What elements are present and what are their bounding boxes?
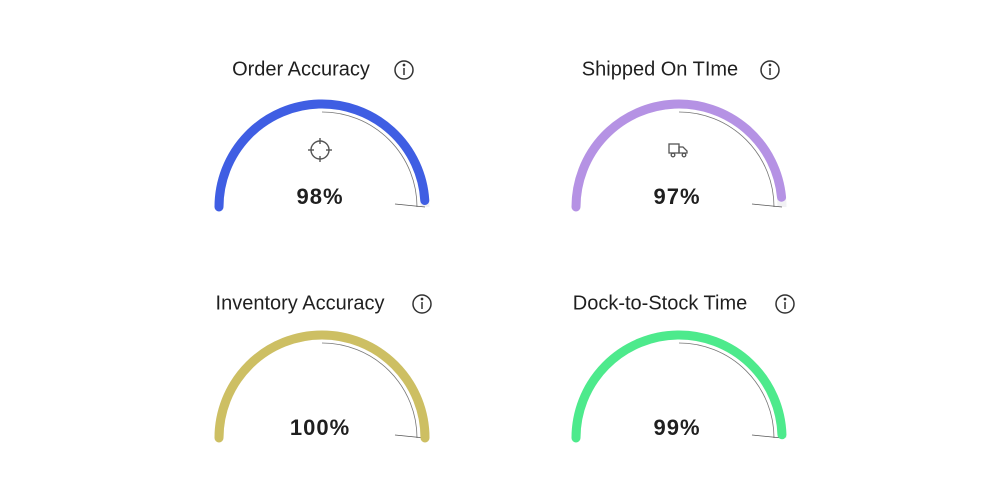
info-icon[interactable] (394, 60, 414, 80)
gauge-arc (571, 330, 787, 443)
gauge-title: Order Accuracy (232, 58, 370, 80)
gauge-value: 99% (653, 415, 700, 440)
guide-arc (678, 111, 775, 208)
guide-tick (394, 434, 426, 439)
info-icon[interactable] (775, 294, 795, 314)
guide-arc (678, 342, 775, 439)
info-icon[interactable] (760, 60, 780, 80)
gauge-arc (214, 99, 430, 212)
guide-tick (751, 434, 783, 439)
gauge-title: Dock-to-Stock Time (573, 292, 747, 314)
gauge-title: Shipped On TIme (582, 58, 738, 80)
guide-arc (321, 342, 418, 439)
gauge-arc (571, 99, 787, 212)
guide-tick (394, 203, 426, 208)
gauge-title: Inventory Accuracy (216, 292, 385, 314)
guide-arc (321, 111, 418, 208)
target-icon (308, 138, 332, 162)
gauge-arc (214, 330, 430, 443)
gauge-value: 100% (290, 415, 350, 440)
gauge-value: 97% (653, 184, 700, 209)
info-icons (394, 60, 795, 314)
truck-icon (668, 143, 688, 158)
gauge-value: 98% (296, 184, 343, 209)
info-icon[interactable] (412, 294, 432, 314)
guide-tick (751, 203, 783, 208)
